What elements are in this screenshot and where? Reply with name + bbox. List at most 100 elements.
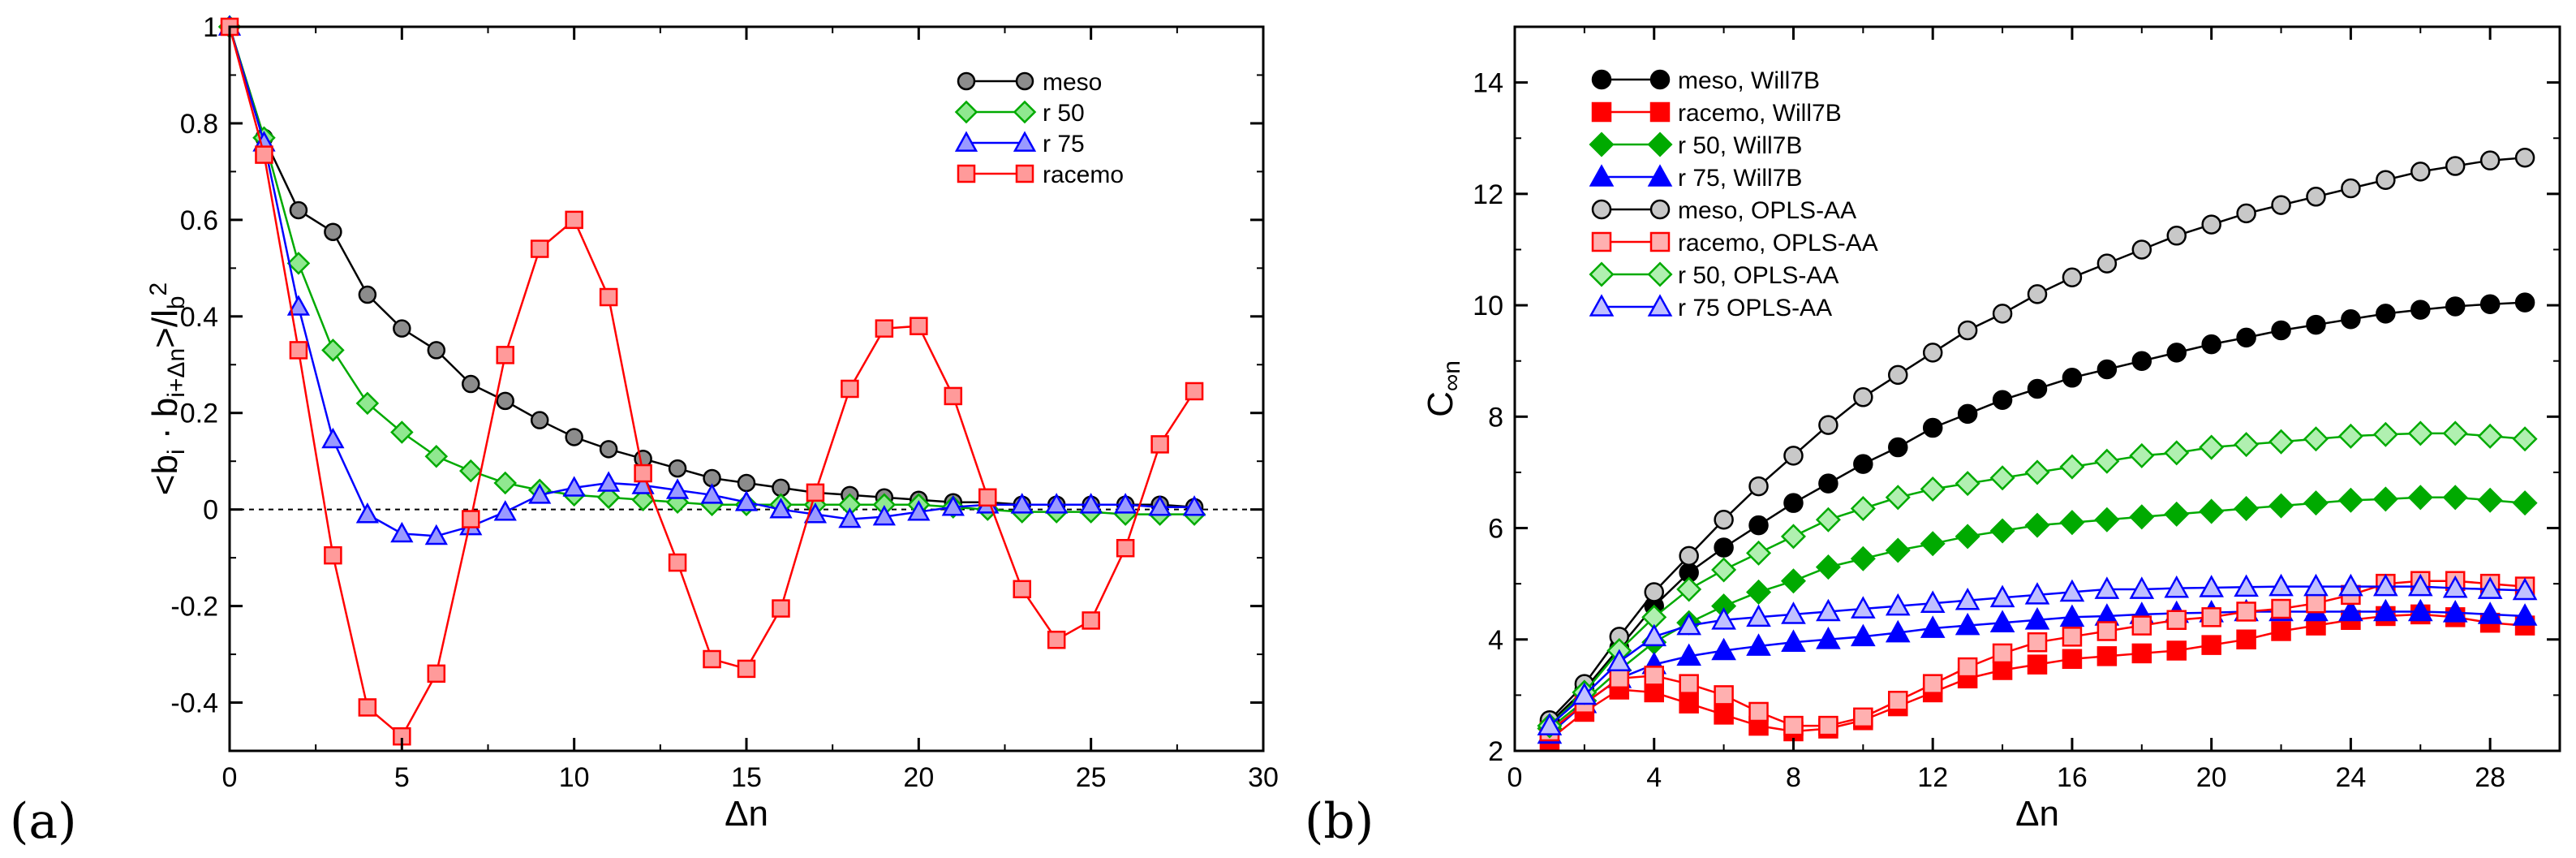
data-point [1572, 682, 1598, 705]
x-tick-label: 10 [559, 762, 590, 793]
data-point [530, 411, 549, 429]
data-point [2442, 420, 2468, 446]
data-point [1644, 666, 1664, 686]
data-point [1780, 524, 1806, 550]
x-tick-label: 25 [1076, 762, 1107, 793]
series-racemo [220, 17, 1204, 746]
data-point [2407, 420, 2433, 446]
data-point [944, 386, 963, 406]
legend-label: r 75 OPLS-AA [1678, 295, 1832, 321]
legend-label: meso, OPLS-AA [1678, 197, 1856, 224]
legend-marker [1647, 132, 1673, 157]
legend-marker [1649, 231, 1671, 252]
data-point [2338, 573, 2363, 597]
data-point [1781, 629, 1806, 653]
y-tick-label: 0.4 [180, 302, 218, 333]
y-tick-label: 6 [1488, 514, 1503, 545]
data-point [565, 428, 583, 446]
y-tick-label: 12 [1473, 179, 1503, 210]
data-point [1989, 465, 2015, 491]
data-point [2201, 334, 2221, 355]
data-point [596, 485, 621, 510]
series-line [228, 26, 1195, 508]
x-tick-label: 20 [903, 762, 934, 793]
data-point [2096, 646, 2118, 666]
data-point [2442, 600, 2468, 623]
data-point [703, 649, 721, 669]
data-point [1746, 633, 1771, 656]
data-point [1748, 476, 1769, 497]
legend-marker [1591, 69, 1612, 90]
legend-item: r 75 [954, 131, 1085, 157]
data-point [2234, 574, 2259, 597]
data-point [1783, 715, 1804, 736]
legend: meso, Will7B racemo, Will7B r 50, Will7B r … [1589, 67, 1878, 321]
data-point [1922, 343, 1943, 363]
data-point [1885, 619, 1911, 643]
y-axis-title: C∞n [1421, 360, 1465, 417]
series-meso-opls-aa [1539, 147, 2535, 731]
data-point [1781, 601, 1806, 624]
x-tick-label: 28 [2475, 762, 2505, 793]
data-point [355, 391, 380, 416]
data-point [324, 545, 342, 565]
data-point [1748, 515, 1769, 536]
data-point [1816, 598, 1841, 622]
data-point [1989, 518, 2015, 544]
data-point [2199, 575, 2224, 597]
x-tick-label: 12 [1917, 762, 1948, 793]
data-point [599, 440, 618, 459]
x-axis-title: Δn [2015, 794, 2059, 834]
legend-item: racemo, OPLS-AA [1591, 230, 1878, 257]
data-point [1644, 682, 1664, 703]
legend-label: racemo, OPLS-AA [1678, 230, 1878, 257]
data-point [2514, 147, 2535, 168]
data-point [2306, 187, 2326, 207]
data-point [1989, 610, 2015, 632]
data-point [1116, 538, 1135, 558]
plot-frame [1513, 25, 2561, 752]
data-point [2410, 162, 2431, 182]
data-point [2096, 253, 2118, 274]
data-point [1746, 604, 1771, 627]
data-point [2306, 314, 2326, 335]
data-point [2199, 434, 2225, 460]
data-point [2445, 156, 2466, 176]
x-tick-label: 30 [1248, 762, 1279, 793]
data-point [1955, 471, 1980, 497]
data-point [1922, 417, 1943, 438]
data-point [1679, 674, 1699, 694]
legend-marker [1649, 101, 1671, 123]
legend-label: meso [1043, 69, 1102, 96]
data-point [1885, 537, 1911, 563]
data-point [1714, 705, 1734, 725]
y-tick-label: 0.2 [180, 399, 218, 429]
data-point [1957, 403, 1978, 425]
series-r-50-opls-aa [1537, 420, 2538, 739]
data-point [2407, 573, 2433, 597]
data-point [424, 444, 449, 468]
legend-item: r 50 [954, 100, 1085, 127]
data-point [496, 346, 514, 364]
data-point [496, 391, 514, 411]
legend-marker [1589, 164, 1615, 187]
data-point [2376, 170, 2396, 190]
data-point [2129, 442, 2155, 468]
data-point [1992, 390, 2013, 410]
data-point [2477, 601, 2503, 624]
data-point [2271, 320, 2291, 341]
data-point [1150, 435, 1169, 454]
data-point [2271, 621, 2291, 641]
data-point [1606, 649, 1632, 672]
data-point [1676, 612, 1701, 636]
data-point [462, 510, 480, 528]
legend: meso r 50 r 75 racemo [954, 69, 1124, 188]
data-point [493, 471, 518, 495]
data-point [1885, 485, 1911, 511]
data-point [2514, 292, 2535, 313]
data-point [1888, 364, 1908, 386]
legend-marker [1013, 131, 1037, 152]
y-tick-label: 0.6 [180, 205, 218, 236]
data-point [1853, 707, 1873, 728]
